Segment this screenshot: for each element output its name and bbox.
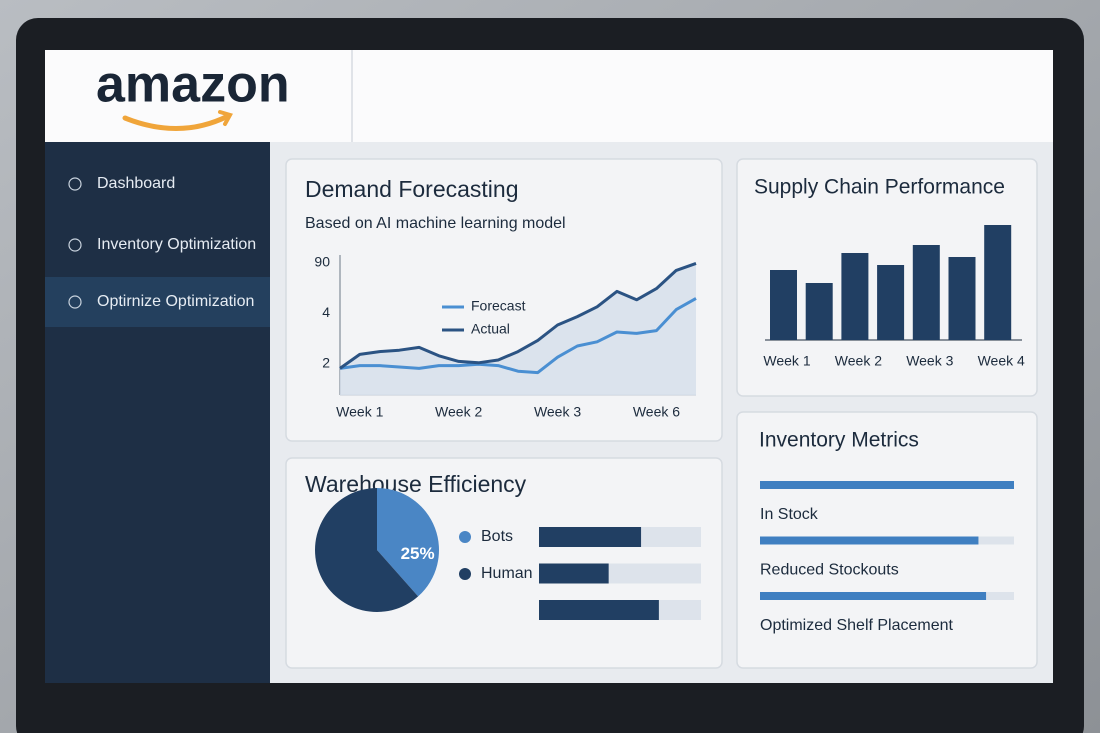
sidebar-menu: Dashboard Inventory Optimization Optirnize… <box>45 175 270 327</box>
line <box>339 261 697 370</box>
menu-item[interactable]: Inventory Optimization <box>97 236 256 253</box>
metric-label: In Stock <box>760 506 819 523</box>
card-title: Inventory Metrics <box>759 429 919 452</box>
card-title: Warehouse Efficiency <box>305 471 527 497</box>
x-tick-label: Week 4 <box>978 353 1025 369</box>
bar <box>805 283 833 340</box>
menu-item[interactable]: Optirnize Optimization <box>97 293 254 310</box>
legend-dot <box>459 531 471 543</box>
bar <box>770 270 797 340</box>
x-tick-label: Week 3 <box>906 353 953 369</box>
x-tick-label: Week 1 <box>336 404 383 420</box>
legend-dot <box>459 568 471 580</box>
bar <box>760 536 979 545</box>
bar <box>984 225 1012 340</box>
pie-slice <box>315 488 419 612</box>
x-tick-label: Week 6 <box>633 404 680 420</box>
bar <box>877 265 905 340</box>
bar <box>539 563 609 584</box>
logo: amazon <box>96 56 290 114</box>
logo-arrow <box>218 110 233 126</box>
metric-label: Optimized Shelf Placement <box>760 617 954 634</box>
active-item <box>45 277 270 327</box>
pie-slice <box>377 488 440 597</box>
bar <box>539 527 642 547</box>
card-title: Supply Chain Performance <box>754 176 1005 199</box>
x-tick-label: Week 1 <box>763 353 810 369</box>
bar <box>841 253 869 340</box>
legend-label: Bots <box>481 528 513 545</box>
bar <box>948 257 976 340</box>
x-tick-label: Week 2 <box>435 404 482 420</box>
legend-label: Actual <box>471 321 510 337</box>
bar <box>539 600 659 620</box>
slice-label: 25% <box>401 544 435 563</box>
x-tick-label: Week 2 <box>835 353 882 369</box>
y-tick-label: 2 <box>322 355 330 371</box>
bar <box>760 592 987 600</box>
area <box>340 263 696 395</box>
line <box>339 297 697 375</box>
widgets: 2 4 90 Week 1 Week 2 Week 3 Week 6 Forecast Actu… <box>314 225 1025 634</box>
sidebar <box>45 142 270 683</box>
bar <box>760 481 1014 489</box>
legend-label: Forecast <box>471 298 526 314</box>
menu-icon <box>68 177 82 191</box>
card-subtitle: Based on AI machine learning model <box>305 215 566 232</box>
y-tick-label: 4 <box>322 304 330 320</box>
logo-smile <box>122 113 231 131</box>
menu-icon <box>68 295 82 309</box>
menu-icon <box>68 238 82 252</box>
legend-label: Human <box>481 565 533 582</box>
y-tick-label: 90 <box>314 254 330 270</box>
bar <box>912 245 940 340</box>
header <box>45 50 1053 142</box>
menu-item[interactable]: Dashboard <box>97 175 175 192</box>
card-title: Demand Forecasting <box>305 176 519 202</box>
metric-label: Reduced Stockouts <box>760 562 899 579</box>
x-tick-label: Week 3 <box>534 404 581 420</box>
